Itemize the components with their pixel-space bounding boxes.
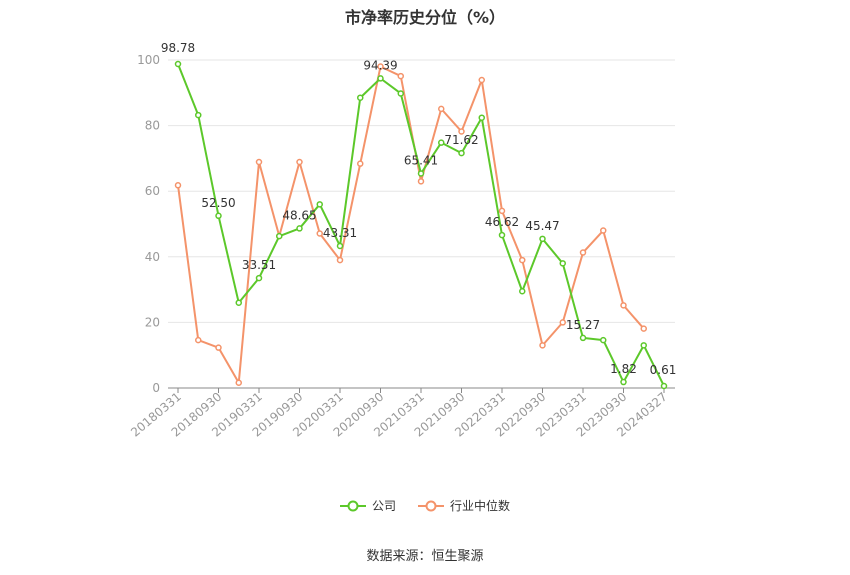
data-point[interactable]: [519, 287, 526, 295]
axes: 0204060801002018033120180930201903312019…: [128, 53, 675, 440]
y-tick-label: 80: [145, 119, 160, 133]
data-label: 1.82: [610, 362, 637, 376]
data-point[interactable]: [640, 342, 647, 349]
data-point[interactable]: [357, 94, 364, 101]
data-point[interactable]: [600, 227, 607, 234]
legend-marker-industry-median: [418, 500, 444, 511]
y-tick-label: 0: [152, 381, 160, 395]
data-point[interactable]: [336, 242, 344, 250]
data-point[interactable]: [174, 182, 182, 189]
y-tick-label: 60: [145, 184, 160, 198]
data-point[interactable]: [660, 382, 668, 390]
data-label: 71.62: [444, 133, 478, 147]
data-point[interactable]: [174, 60, 182, 68]
data-point[interactable]: [438, 139, 445, 146]
data-point[interactable]: [276, 232, 283, 240]
data-point[interactable]: [620, 302, 627, 309]
data-point[interactable]: [559, 260, 566, 267]
data-point[interactable]: [296, 225, 303, 232]
data-point[interactable]: [255, 274, 263, 282]
data-point[interactable]: [519, 256, 526, 264]
data-point[interactable]: [579, 334, 587, 342]
series-line: [177, 65, 645, 384]
data-point[interactable]: [539, 235, 546, 243]
data-labels: 98.78 52.50 33.51 48.65 43.31 94.39 65.41 71.62…: [161, 41, 677, 377]
legend-label-industry-median: 行业中位数: [450, 499, 511, 513]
data-point[interactable]: [215, 212, 222, 220]
data-point[interactable]: [498, 231, 506, 239]
data-point[interactable]: [255, 158, 263, 166]
data-point[interactable]: [336, 256, 344, 264]
data-point[interactable]: [357, 160, 364, 167]
data-point[interactable]: [377, 63, 384, 70]
data-point[interactable]: [539, 342, 546, 349]
data-point[interactable]: [235, 299, 242, 306]
data-point[interactable]: [458, 128, 465, 135]
legend-item-industry-median[interactable]: 行业中位数: [418, 497, 510, 514]
legend-item-company[interactable]: 公司: [339, 497, 396, 514]
data-point[interactable]: [640, 325, 647, 332]
data-point[interactable]: [377, 75, 384, 82]
grid-lines: [168, 59, 675, 323]
legend-label-company: 公司: [371, 499, 396, 513]
data-point[interactable]: [417, 170, 425, 177]
data-point[interactable]: [478, 114, 485, 121]
source-note: 数据来源：恒生聚源: [366, 549, 484, 564]
data-label: 65.41: [404, 153, 438, 167]
data-point[interactable]: [559, 319, 566, 326]
data-label: 33.51: [242, 258, 276, 272]
data-point[interactable]: [458, 149, 465, 157]
data-label: 52.50: [201, 196, 235, 210]
data-point[interactable]: [498, 207, 506, 215]
data-point[interactable]: [215, 344, 222, 351]
data-point[interactable]: [195, 111, 202, 119]
data-point[interactable]: [579, 249, 587, 256]
data-point[interactable]: [397, 90, 404, 97]
data-point[interactable]: [316, 201, 323, 208]
series-lines: [174, 60, 668, 390]
data-label: 46.62: [485, 215, 519, 229]
series-line: [177, 63, 665, 387]
data-point[interactable]: [397, 72, 404, 80]
data-point[interactable]: [478, 76, 485, 84]
data-label: 0.61: [650, 363, 677, 377]
data-label: 94.39: [363, 58, 397, 72]
data-label: 98.78: [161, 41, 195, 55]
data-point[interactable]: [296, 158, 303, 166]
data-point[interactable]: [438, 105, 445, 113]
data-label: 43.31: [323, 226, 357, 240]
data-point[interactable]: [417, 178, 425, 185]
data-label: 48.65: [282, 208, 316, 222]
chart-title: 市净率历史分位（%）: [344, 8, 506, 27]
data-label: 15.27: [566, 318, 600, 332]
data-point[interactable]: [195, 336, 202, 344]
y-tick-label: 20: [145, 315, 160, 329]
data-point[interactable]: [235, 379, 242, 387]
data-point[interactable]: [316, 230, 323, 237]
data-point[interactable]: [600, 336, 607, 344]
legend: 公司 行业中位数: [0, 497, 850, 514]
y-tick-label: 40: [145, 250, 160, 264]
legend-marker-company: [339, 500, 366, 511]
data-point[interactable]: [620, 378, 627, 386]
y-tick-label: 100: [137, 53, 160, 67]
data-label: 45.47: [525, 219, 559, 233]
